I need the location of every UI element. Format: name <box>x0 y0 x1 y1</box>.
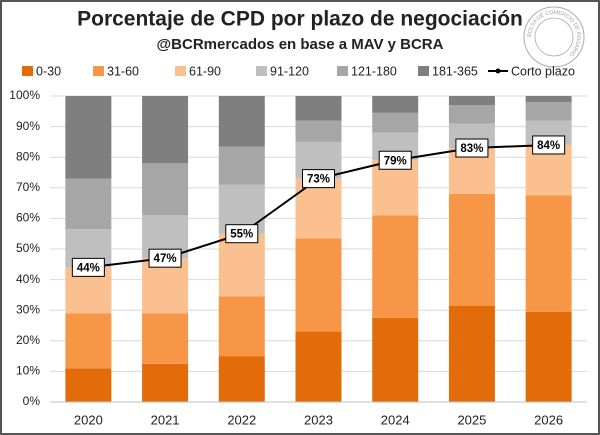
legend-swatch <box>22 66 33 76</box>
data-label-box <box>532 135 566 155</box>
legend-label: 0-30 <box>36 64 61 78</box>
data-label-box <box>225 224 259 244</box>
bar-segment <box>525 311 572 402</box>
bar-segment <box>448 105 495 124</box>
legend-label: Corto plazo <box>511 64 575 78</box>
bar-segment <box>218 233 265 297</box>
chart-title: Porcentaje de CPD por plazo de negociaci… <box>77 8 523 31</box>
y-tick-label: 20% <box>16 333 40 347</box>
bar-segment <box>372 112 419 133</box>
x-tick-label: 2022 <box>227 412 256 427</box>
x-tick-label: 2025 <box>457 412 486 427</box>
data-label: 73% <box>307 174 330 186</box>
data-label: 47% <box>154 253 177 265</box>
data-label-box <box>378 150 412 170</box>
legend-swatch <box>337 66 348 76</box>
logo-ring <box>534 17 574 57</box>
bar-segment <box>372 317 419 402</box>
y-tick-label: 10% <box>16 364 40 378</box>
bar-segment <box>525 195 572 312</box>
bar-segment <box>218 356 265 402</box>
bar-segment <box>65 313 112 369</box>
bar-segment <box>65 178 112 230</box>
bar-segment <box>448 96 495 106</box>
legend-swatch <box>418 66 429 76</box>
bar-segment <box>218 296 265 357</box>
bar-segment <box>65 96 112 179</box>
logo-ring <box>523 6 585 68</box>
bar-segment <box>295 331 342 402</box>
bar-segment <box>142 96 189 164</box>
bar-segment <box>525 102 572 121</box>
y-tick-label: 60% <box>16 211 40 225</box>
y-tick-label: 40% <box>16 272 40 286</box>
data-label: 55% <box>230 229 253 241</box>
data-label: 79% <box>384 155 407 167</box>
legend-label: 121-180 <box>351 64 397 78</box>
bar-segment <box>525 96 572 103</box>
legend-label: 91-120 <box>270 64 309 78</box>
bar-segment <box>142 363 189 402</box>
bar-segment <box>142 313 189 364</box>
bar-segment <box>295 96 342 121</box>
y-tick-label: 50% <box>16 241 40 255</box>
bar-segment <box>372 96 419 113</box>
legend-label: 61-90 <box>189 64 221 78</box>
legend-marker <box>495 68 501 74</box>
legend-swatch <box>256 66 267 76</box>
bar-segment <box>65 368 112 402</box>
y-tick-label: 80% <box>16 149 40 163</box>
bar-segment <box>218 96 265 147</box>
x-tick-label: 2023 <box>304 412 333 427</box>
bar-segment <box>218 146 265 185</box>
legend-label: 31-60 <box>107 64 139 78</box>
legend-label: 181-365 <box>432 64 478 78</box>
legend-swatch <box>93 66 104 76</box>
data-label-box <box>302 169 335 189</box>
x-tick-label: 2026 <box>534 412 563 427</box>
y-tick-label: 90% <box>16 119 40 133</box>
bar-segment <box>448 193 495 306</box>
data-label-box <box>455 138 489 158</box>
y-tick-label: 100% <box>9 88 40 102</box>
data-label-box <box>71 257 105 277</box>
bar-segment <box>295 238 342 332</box>
data-label: 84% <box>537 140 560 152</box>
chart-subtitle: @BCRmercados en base a MAV y BCRA <box>157 36 444 53</box>
data-label-box <box>148 248 182 268</box>
bar-segment <box>142 163 189 216</box>
y-tick-label: 30% <box>16 302 40 316</box>
y-tick-label: 70% <box>16 180 40 194</box>
bar-segment <box>372 215 419 318</box>
data-label: 44% <box>77 262 100 274</box>
x-tick-label: 2024 <box>381 412 410 427</box>
x-tick-label: 2020 <box>74 412 103 427</box>
legend-swatch <box>175 66 186 76</box>
y-tick-label: 0% <box>23 394 41 408</box>
bar-segment <box>448 305 495 402</box>
bar-segment <box>295 120 342 142</box>
data-label: 83% <box>460 143 483 155</box>
x-tick-label: 2021 <box>151 412 180 427</box>
